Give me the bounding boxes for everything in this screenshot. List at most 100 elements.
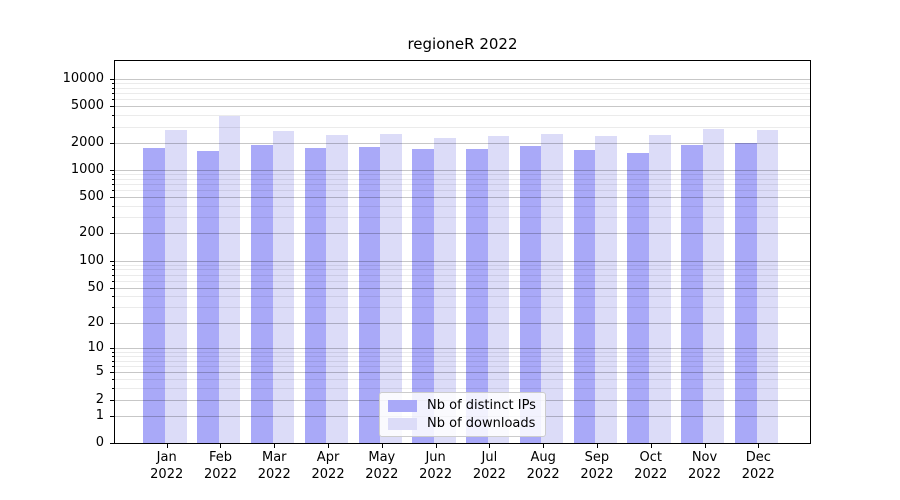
y-tick-mark xyxy=(110,399,114,401)
bar-distinct-ips-oct xyxy=(627,152,650,443)
x-tick-month: Oct xyxy=(639,450,662,465)
y-minor-tick-mark xyxy=(112,87,114,89)
y-tick-label: 500 xyxy=(79,189,104,205)
legend-label-distinct-ips: Nb of distinct IPs xyxy=(427,398,536,413)
x-tick-month: Mar xyxy=(262,450,287,465)
y-tick-label: 2000 xyxy=(70,134,104,150)
x-tick-mark xyxy=(328,444,330,448)
y-minor-tick-mark xyxy=(112,379,114,381)
legend-swatch-downloads xyxy=(388,417,417,430)
y-minor-tick-mark xyxy=(112,184,114,186)
bar-distinct-ips-jun xyxy=(412,149,434,443)
bar-downloads-nov xyxy=(702,128,725,443)
x-tick-label-sep: Sep 2022 xyxy=(569,450,625,483)
x-tick-mark xyxy=(704,444,706,448)
y-minor-tick-mark xyxy=(112,126,114,128)
bar-distinct-ips-aug xyxy=(519,145,542,443)
y-tick-mark xyxy=(110,287,114,289)
bar-downloads-jan xyxy=(165,130,187,443)
y-tick-label: 100 xyxy=(79,252,104,268)
y-minor-tick-mark xyxy=(112,352,114,353)
bar-downloads-jun xyxy=(433,137,456,443)
y-minor-tick-mark xyxy=(112,206,114,208)
x-tick-year: 2022 xyxy=(150,466,184,482)
x-tick-month: Feb xyxy=(208,450,232,465)
x-tick-label-nov: Nov 2022 xyxy=(677,450,733,483)
bar-downloads-oct xyxy=(649,135,671,443)
y-minor-tick-mark xyxy=(112,280,114,282)
x-tick-month: Nov xyxy=(691,450,718,465)
x-tick-year: 2022 xyxy=(203,466,238,482)
y-minor-tick-mark xyxy=(112,217,114,219)
y-minor-tick-mark xyxy=(112,190,114,192)
y-minor-tick-mark xyxy=(112,178,114,180)
y-tick-mark xyxy=(110,443,114,444)
x-tick-month: Aug xyxy=(530,450,556,465)
y-minor-tick-mark xyxy=(112,388,114,390)
x-tick-label-apr: Apr 2022 xyxy=(300,450,356,483)
y-tick-label: 5000 xyxy=(70,98,104,114)
y-tick-label: 5 xyxy=(95,364,104,380)
bar-downloads-apr xyxy=(326,135,348,443)
bar-distinct-ips-nov xyxy=(681,144,703,443)
y-tick-label: 10 xyxy=(87,340,104,356)
y-tick-mark xyxy=(110,233,114,235)
legend: Nb of distinct IPs Nb of downloads xyxy=(379,392,546,437)
x-tick-month: Jul xyxy=(481,450,498,465)
y-tick-label: 1 xyxy=(95,407,104,423)
y-minor-tick-mark xyxy=(112,360,114,362)
x-tick-label-oct: Oct 2022 xyxy=(623,450,679,483)
x-tick-mark xyxy=(435,444,437,448)
legend-swatch-distinct-ips xyxy=(388,399,417,412)
x-tick-year: 2022 xyxy=(741,466,775,482)
y-tick-label: 10000 xyxy=(62,71,104,86)
y-tick-mark xyxy=(110,260,114,262)
y-tick-mark xyxy=(110,322,114,324)
bar-distinct-ips-apr xyxy=(304,148,327,443)
y-tick-mark xyxy=(110,415,114,417)
bars-layer xyxy=(115,61,810,443)
x-tick-mark xyxy=(758,444,760,448)
y-minor-tick-mark xyxy=(112,115,114,117)
x-tick-year: 2022 xyxy=(311,466,345,482)
bar-downloads-jul xyxy=(487,135,510,443)
y-tick-mark xyxy=(110,169,114,171)
bar-downloads-mar xyxy=(272,130,295,443)
y-tick-label: 0 xyxy=(95,435,104,450)
x-tick-year: 2022 xyxy=(526,466,560,482)
y-tick-label: 20 xyxy=(87,314,104,330)
x-tick-month: Apr xyxy=(316,450,340,465)
bar-downloads-sep xyxy=(595,135,617,443)
x-tick-label-mar: Mar 2022 xyxy=(246,450,302,483)
x-tick-mark xyxy=(596,444,598,448)
x-tick-year: 2022 xyxy=(687,466,722,482)
x-tick-year: 2022 xyxy=(419,466,453,482)
x-tick-year: 2022 xyxy=(365,466,399,482)
y-minor-tick-mark xyxy=(112,93,114,95)
y-tick-mark xyxy=(110,106,114,108)
x-tick-mark xyxy=(650,444,652,448)
x-tick-label-jun: Jun 2022 xyxy=(408,450,464,483)
x-tick-year: 2022 xyxy=(257,466,291,482)
bar-distinct-ips-jan xyxy=(143,147,165,443)
x-tick-label-jan: Jan 2022 xyxy=(139,450,195,483)
y-minor-tick-mark xyxy=(112,83,114,85)
y-minor-tick-mark xyxy=(112,366,114,368)
x-tick-year: 2022 xyxy=(634,466,668,482)
y-tick-label: 2 xyxy=(95,391,104,407)
y-tick-label: 50 xyxy=(87,279,104,295)
y-tick-mark xyxy=(110,142,114,144)
x-tick-month: Dec xyxy=(745,450,771,465)
y-tick-mark xyxy=(110,348,114,350)
x-tick-label-aug: Aug 2022 xyxy=(515,450,571,483)
bar-distinct-ips-feb xyxy=(197,150,219,443)
bar-distinct-ips-jul xyxy=(466,149,488,443)
y-tick-mark xyxy=(110,79,114,80)
legend-row-distinct-ips: Nb of distinct IPs xyxy=(388,398,536,413)
plot-area xyxy=(114,60,811,444)
bar-downloads-dec xyxy=(756,129,779,443)
x-tick-mark xyxy=(489,444,491,448)
x-tick-mark xyxy=(166,444,168,448)
x-tick-mark xyxy=(274,444,276,448)
